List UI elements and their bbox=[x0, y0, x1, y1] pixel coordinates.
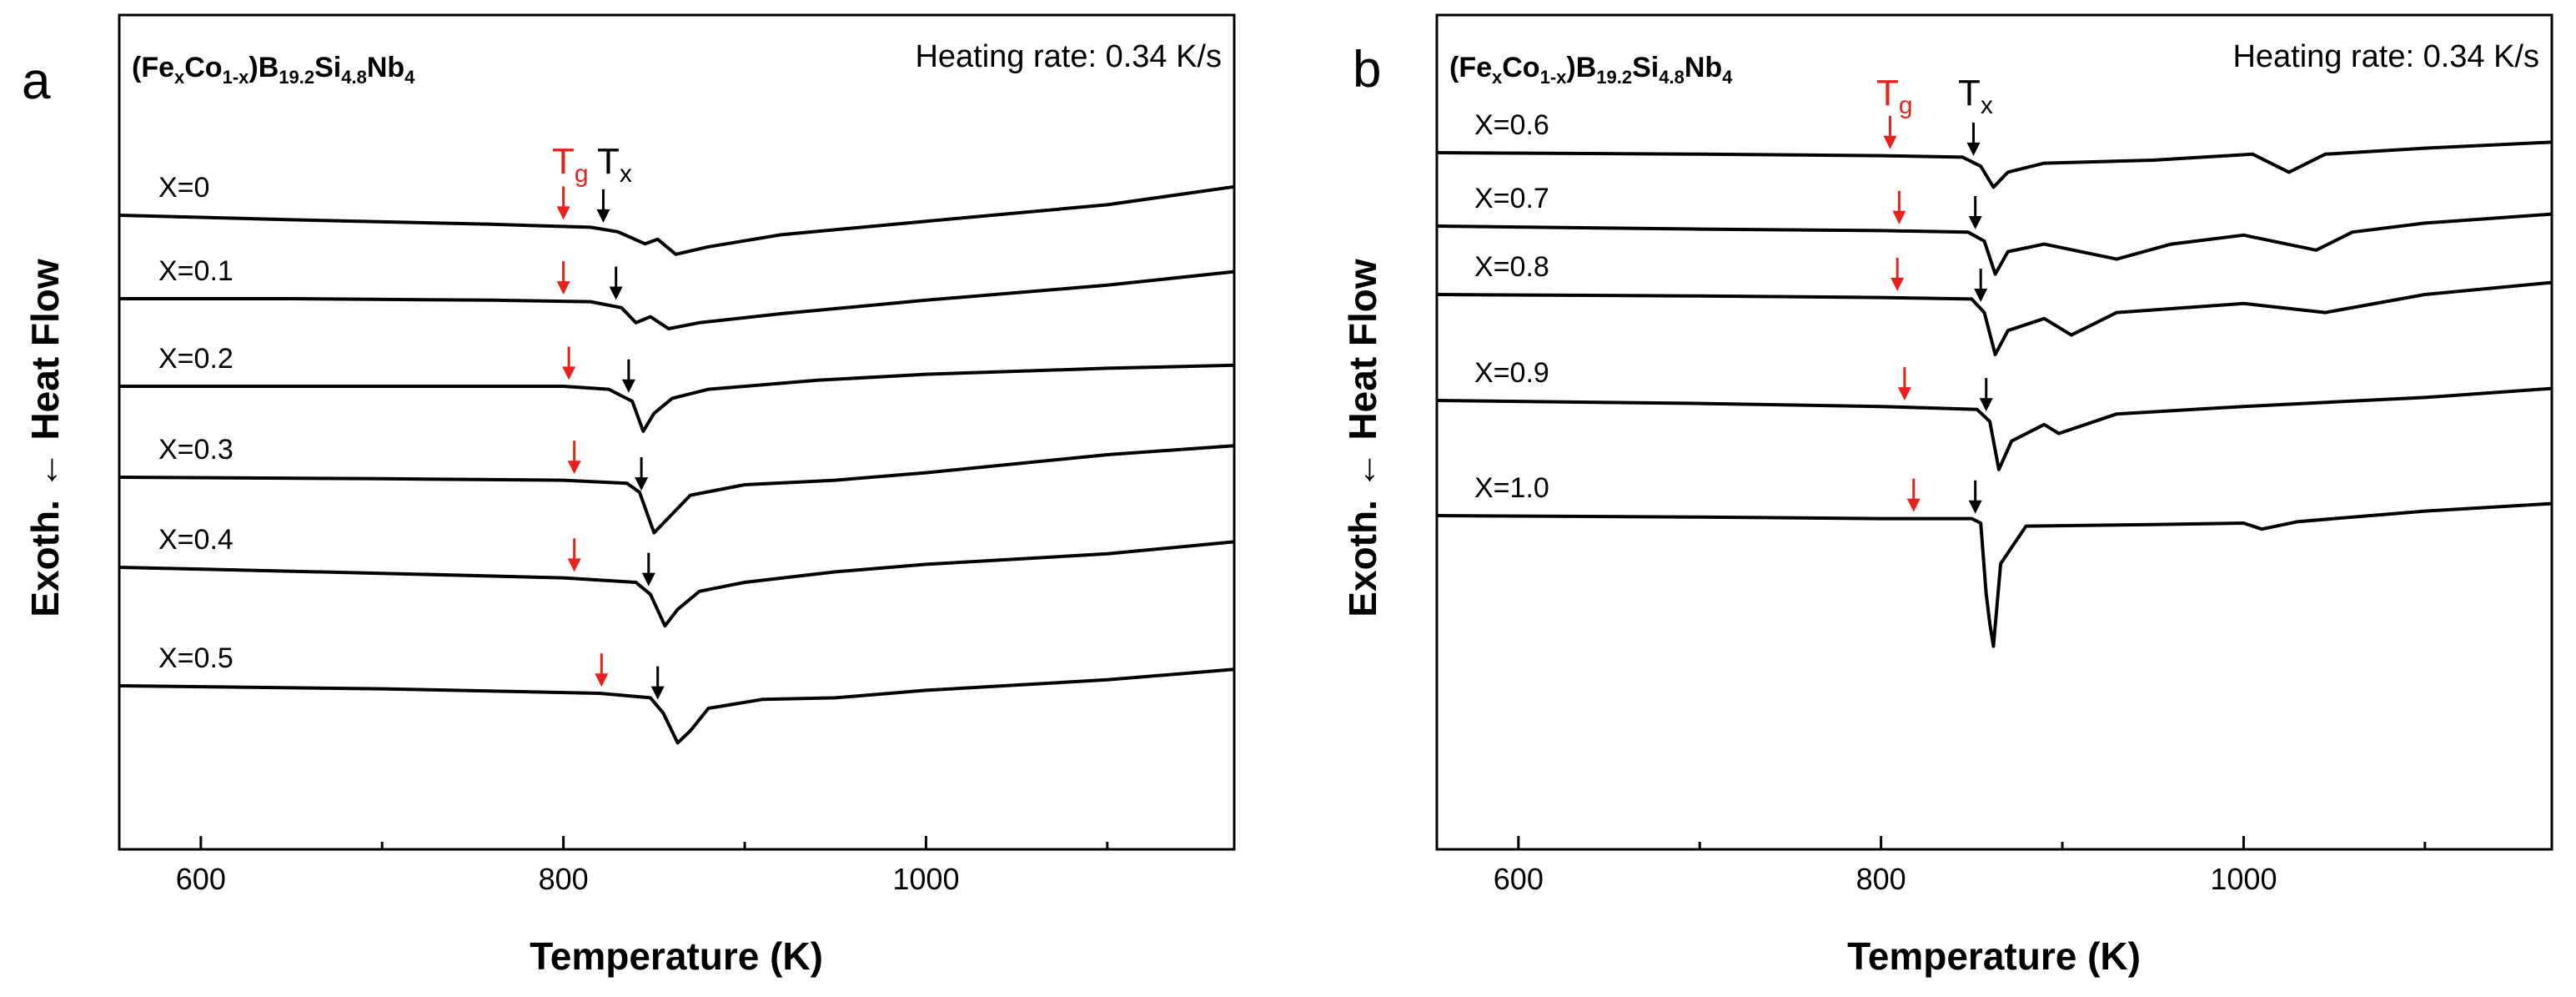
formula-b: (FexCo1-x)B19.2Si4.8Nb4 bbox=[1449, 52, 1733, 88]
curves-a: X=0 X=0.1 X=0.2 X=0.3 X=0.4 X=0.5 bbox=[118, 172, 1235, 745]
ticks-a: 600 800 1000 bbox=[176, 836, 1109, 896]
curve-label-b-X-0.6: X=0.6 bbox=[1474, 109, 1549, 141]
curve-label-a-X-0.1: X=0.1 bbox=[158, 255, 233, 287]
curve-b-X-0.8 bbox=[1436, 280, 2553, 356]
x-tick-label-a-600: 600 bbox=[176, 862, 226, 896]
tx-arrow-head-a-X-0 bbox=[596, 209, 610, 223]
tg-header-b: Tg bbox=[1876, 73, 1913, 119]
tx-arrow-head-b-X-0.9 bbox=[1979, 398, 1993, 412]
plot-frame-b bbox=[1435, 13, 2553, 851]
x-tick-label-a-1000: 1000 bbox=[892, 862, 959, 896]
tg-arrow-head-b-X-0.7 bbox=[1892, 210, 1906, 224]
curve-label-b-X-0.7: X=0.7 bbox=[1474, 183, 1549, 214]
tx-header-a: Tx bbox=[597, 141, 632, 188]
curve-a-X-0 bbox=[118, 184, 1235, 256]
ylabel-b: Exoth. ← Heat Flow bbox=[1341, 259, 1384, 617]
tg-arrow-head-a-X-0.5 bbox=[595, 673, 609, 687]
panel-a: a Exoth. ← Heat Flow Temperature (K) Hea… bbox=[22, 13, 1236, 978]
ticks-b: 600 800 1000 bbox=[1494, 836, 2427, 896]
curve-b-X-0.7 bbox=[1436, 212, 2553, 276]
tg-header-a: Tg bbox=[552, 141, 589, 188]
curve-label-b-X-0.8: X=0.8 bbox=[1474, 251, 1549, 283]
curve-a-X-0.3 bbox=[118, 444, 1235, 535]
plot-frame-a bbox=[118, 13, 1236, 851]
x-tick-label-b-600: 600 bbox=[1494, 862, 1544, 896]
tx-header-b: Tx bbox=[1958, 73, 1993, 119]
curve-label-a-X-0: X=0 bbox=[158, 172, 209, 204]
tg-arrow-head-a-X-0.4 bbox=[567, 558, 581, 572]
tg-arrow-head-a-X-0.1 bbox=[556, 281, 570, 295]
curve-label-a-X-0.4: X=0.4 bbox=[158, 524, 233, 556]
tx-arrow-head-b-X-0.6 bbox=[1966, 142, 1981, 156]
curve-label-a-X-0.3: X=0.3 bbox=[158, 434, 233, 466]
ylabel-a: Exoth. ← Heat Flow bbox=[23, 259, 67, 617]
formula-a: (FexCo1-x)B19.2Si4.8Nb4 bbox=[132, 52, 415, 88]
heating-rate-a: Heating rate: 0.34 K/s bbox=[915, 39, 1222, 74]
curve-b-X-0.6 bbox=[1436, 140, 2553, 189]
tg-arrow-head-a-X-0.3 bbox=[567, 461, 581, 475]
tg-arrow-head-a-X-0 bbox=[556, 206, 570, 220]
tg-arrow-head-b-X-0.9 bbox=[1897, 387, 1911, 401]
curve-label-b-X-0.9: X=0.9 bbox=[1474, 357, 1549, 389]
curve-label-a-X-0.5: X=0.5 bbox=[158, 642, 233, 674]
tx-arrow-head-b-X-0.7 bbox=[1968, 216, 1982, 229]
tg-arrow-head-a-X-0.2 bbox=[562, 366, 576, 380]
panel-b: b Exoth. ← Heat Flow Temperature (K) Hea… bbox=[1341, 13, 2553, 978]
tx-arrow-head-a-X-0.1 bbox=[609, 286, 623, 300]
tx-arrow-head-a-X-0.2 bbox=[621, 379, 635, 393]
xlabel-a: Temperature (K) bbox=[530, 934, 823, 978]
panel-letter-a: a bbox=[22, 53, 51, 110]
curve-a-X-0.1 bbox=[119, 269, 1235, 330]
xlabel-b: Temperature (K) bbox=[1847, 934, 2141, 978]
x-tick-label-b-1000: 1000 bbox=[2210, 862, 2277, 896]
panel-letter-b: b bbox=[1353, 41, 1381, 98]
tx-arrow-head-a-X-0.5 bbox=[650, 686, 665, 700]
curve-label-b-X-1.0: X=1.0 bbox=[1474, 472, 1549, 504]
tx-arrow-head-a-X-0.4 bbox=[641, 572, 655, 587]
heating-rate-b: Heating rate: 0.34 K/s bbox=[2232, 39, 2539, 74]
tg-arrow-head-b-X-1.0 bbox=[1906, 498, 1921, 512]
curve-b-X-0.9 bbox=[1436, 386, 2553, 471]
curves-b: X=0.6 X=0.7 X=0.8 X=0.9 X=1.0 bbox=[1436, 109, 2553, 648]
tg-arrow-head-b-X-0.8 bbox=[1891, 277, 1905, 291]
curve-a-X-0.5 bbox=[118, 667, 1235, 745]
curve-a-X-0.2 bbox=[119, 363, 1235, 433]
tx-arrow-head-a-X-0.3 bbox=[635, 477, 649, 491]
tx-arrow-head-b-X-1.0 bbox=[1968, 500, 1982, 514]
tg-arrow-head-b-X-0.6 bbox=[1883, 135, 1897, 149]
curve-a-X-0.4 bbox=[118, 540, 1235, 628]
x-tick-label-a-800: 800 bbox=[539, 862, 589, 896]
curve-label-a-X-0.2: X=0.2 bbox=[158, 343, 233, 375]
curve-b-X-1.0 bbox=[1436, 501, 2553, 648]
x-tick-label-b-800: 800 bbox=[1856, 862, 1906, 896]
tx-arrow-head-b-X-0.8 bbox=[1974, 288, 1988, 302]
